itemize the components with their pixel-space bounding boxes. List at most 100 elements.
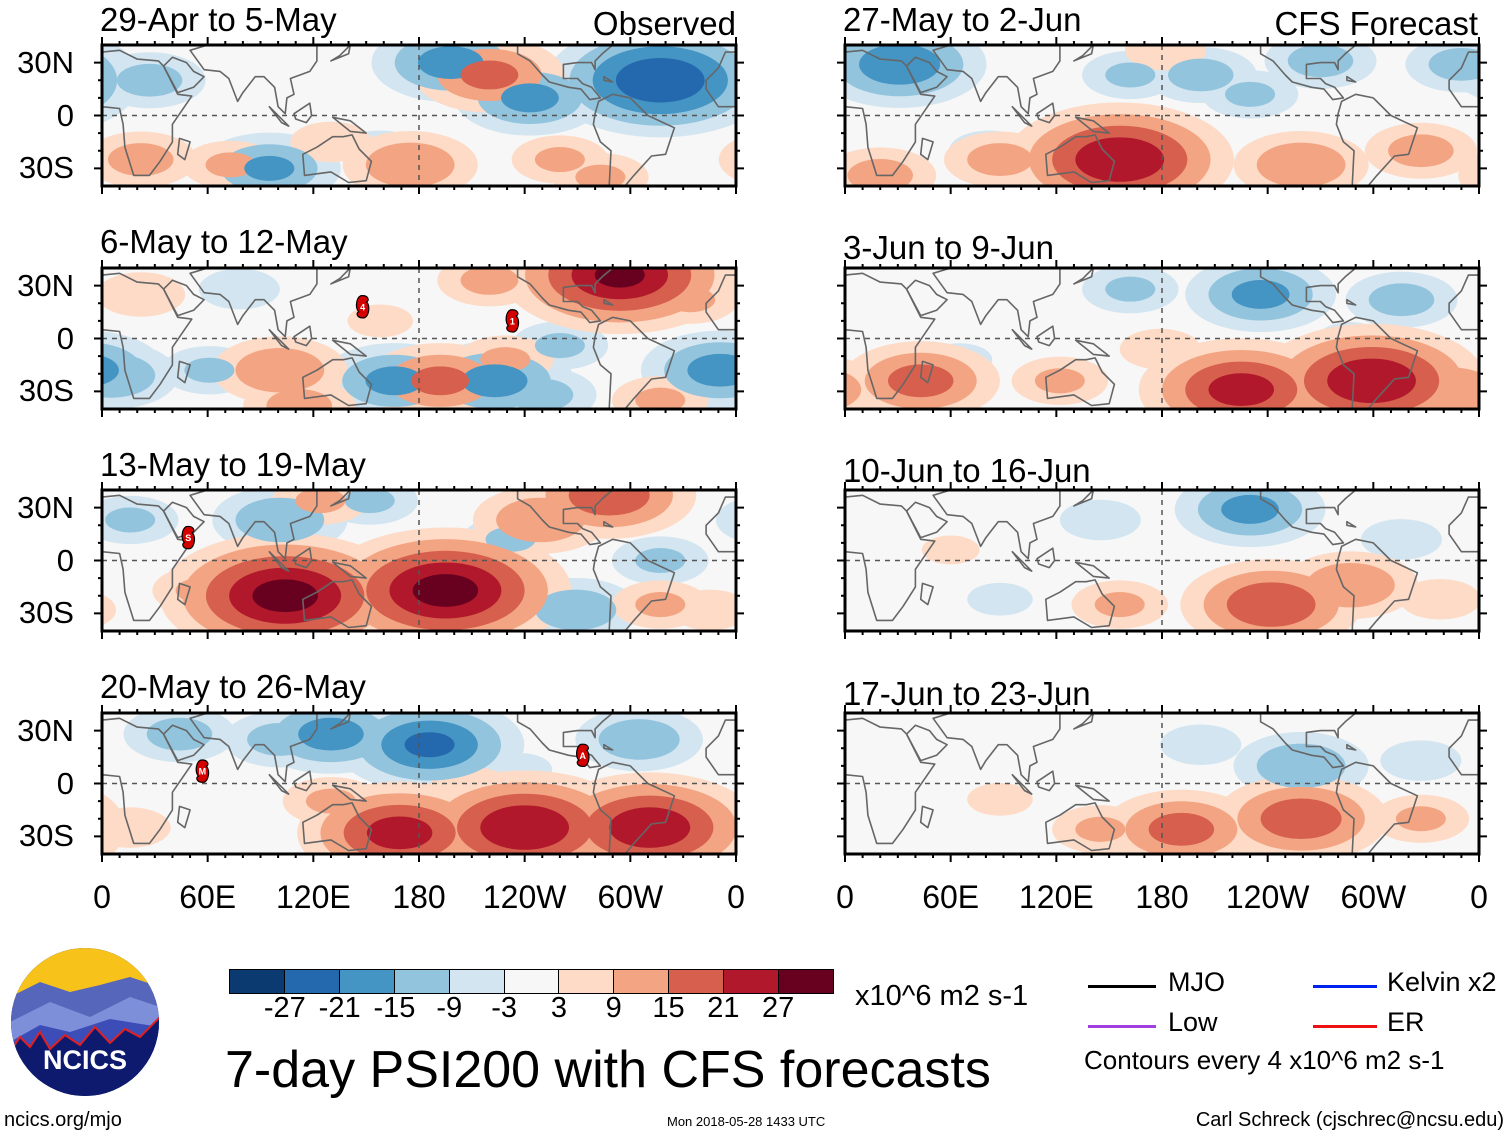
coastline [1448, 51, 1479, 108]
coastline [268, 773, 290, 795]
negative-anomaly-contour [687, 353, 736, 387]
negative-anomaly-contour [1380, 740, 1462, 781]
panel-title: 20-May to 26-May [100, 668, 366, 705]
coastline [293, 325, 313, 347]
coastline [189, 268, 318, 338]
legend-label: ER [1387, 1007, 1425, 1037]
coastline [331, 116, 367, 134]
positive-anomaly-contour [1399, 579, 1479, 620]
lat-label: 0 [56, 320, 74, 356]
positive-anomaly-contour [1395, 806, 1446, 832]
coastline [905, 501, 948, 539]
coastline [1074, 784, 1110, 802]
forecast-column-header: CFS Forecast [1274, 5, 1478, 42]
cyclone-label: S [185, 533, 191, 543]
legend-label: MJO [1168, 967, 1225, 997]
negative-anomaly-contour [859, 45, 941, 85]
colorbar-tick-label: 21 [707, 992, 740, 1024]
positive-anomaly-contour [1327, 358, 1416, 404]
positive-anomaly-contour [1226, 582, 1316, 627]
coastline [516, 268, 614, 324]
negative-anomaly-contour [635, 547, 686, 574]
lat-label: 30N [17, 44, 74, 80]
negative-anomaly-contour [1167, 58, 1234, 92]
colorbar-tick-label: -3 [491, 992, 517, 1024]
coastline [176, 137, 191, 161]
figure-title: 7-day PSI200 with CFS forecasts [225, 1041, 991, 1099]
coastline [102, 717, 193, 845]
coastline [302, 134, 373, 184]
negative-anomaly-contour [501, 83, 559, 113]
tropical-cyclone-icon: 4 [355, 295, 370, 319]
panel-title: 10-Jun to 16-Jun [843, 452, 1091, 489]
website-link[interactable]: ncics.org/mjo [4, 1109, 122, 1131]
map-panel [837, 260, 1487, 417]
tropical-cyclone-icon: S [181, 525, 196, 550]
ncics-logo: NCICS [10, 947, 160, 1102]
positive-anomaly-contour [1075, 137, 1165, 182]
positive-anomaly-contour [102, 272, 186, 317]
lon-label: 180 [1135, 879, 1189, 915]
coastline [845, 272, 936, 400]
negative-anomaly-contour [1256, 743, 1346, 789]
lon-label: 0 [727, 879, 745, 915]
lon-label: 60E [922, 879, 980, 915]
positive-anomaly-contour [480, 805, 570, 850]
cyclone-label: 4 [360, 302, 365, 312]
positive-anomaly-contour [534, 147, 585, 173]
colorbar-units: x10^6 m2 s-1 [855, 980, 1029, 1012]
lat-label: 30S [18, 818, 74, 854]
positive-anomaly-contour [718, 139, 736, 180]
timestamp: Mon 2018-05-28 1433 UTC [667, 1114, 826, 1129]
coastline [1346, 298, 1357, 306]
lon-label: 120W [482, 879, 567, 915]
coastline [592, 538, 676, 631]
coastline [592, 93, 676, 186]
panel-title: 17-Jun to 23-Jun [843, 675, 1091, 712]
colorbar-swatch [448, 970, 504, 993]
coastline [268, 105, 290, 127]
lat-label: 0 [56, 765, 74, 801]
lon-label: 60E [179, 879, 237, 915]
colorbar-tick-label: -15 [373, 992, 416, 1024]
coastline [845, 49, 936, 177]
coastline [1045, 134, 1116, 184]
coastline [919, 360, 934, 384]
coastline [905, 724, 948, 762]
coastline [1346, 75, 1357, 83]
positive-anomaly-contour [1306, 562, 1395, 608]
lat-label: 0 [56, 542, 74, 578]
colorbar-tick-label: 3 [550, 992, 567, 1024]
colorbar-swatch [613, 970, 669, 993]
positive-anomaly-contour [235, 348, 325, 393]
panel-title: 6-May to 12-May [100, 223, 348, 260]
positive-anomaly-contour [887, 364, 954, 398]
lat-label: 30N [17, 712, 74, 748]
coastline [331, 784, 367, 802]
coastline [845, 717, 936, 845]
author-credit: Carl Schreck (cjschrec@ncsu.edu) [1195, 1109, 1504, 1131]
positive-anomaly-contour [1208, 373, 1275, 407]
colorbar-swatch [558, 970, 614, 993]
negative-anomaly-contour [105, 507, 156, 533]
coastline [603, 520, 614, 528]
negative-anomaly-contour [102, 355, 119, 385]
negative-anomaly-contour [365, 366, 424, 396]
negative-anomaly-contour [298, 717, 364, 751]
negative-anomaly-contour [247, 723, 313, 756]
coastline [302, 357, 373, 407]
coastline [189, 490, 318, 560]
coastline [932, 268, 1061, 338]
coastline [268, 550, 290, 572]
coastline [268, 328, 290, 350]
negative-anomaly-contour [1221, 494, 1279, 524]
coastline [1346, 743, 1357, 751]
legend-item-mjo: MJO [1088, 967, 1225, 998]
colorbar-swatch [230, 970, 284, 993]
negative-anomaly-contour [102, 55, 118, 106]
lon-label: 120W [1225, 879, 1310, 915]
coastline [1074, 339, 1110, 357]
coastline [162, 279, 205, 317]
positive-anomaly-contour [967, 782, 1033, 816]
